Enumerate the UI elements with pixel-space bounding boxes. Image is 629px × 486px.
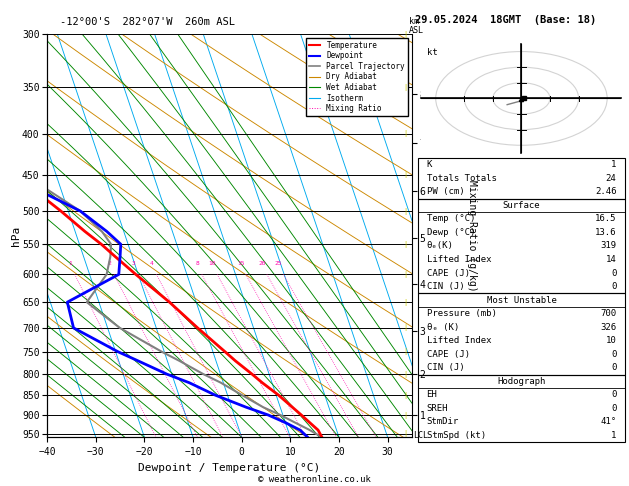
- Text: |: |: [404, 299, 408, 306]
- X-axis label: Dewpoint / Temperature (°C): Dewpoint / Temperature (°C): [138, 463, 321, 473]
- Text: |: |: [404, 371, 408, 378]
- Text: |: |: [404, 271, 408, 278]
- Text: 1: 1: [69, 260, 72, 266]
- Text: θₑ (K): θₑ (K): [426, 323, 459, 331]
- Text: θₑ(K): θₑ(K): [426, 242, 454, 250]
- Text: |: |: [404, 31, 408, 37]
- Text: 0: 0: [611, 282, 616, 291]
- Text: |: |: [404, 348, 408, 355]
- Text: 2.46: 2.46: [595, 187, 616, 196]
- Legend: Temperature, Dewpoint, Parcel Trajectory, Dry Adiabat, Wet Adiabat, Isotherm, Mi: Temperature, Dewpoint, Parcel Trajectory…: [306, 38, 408, 116]
- Text: 10: 10: [606, 336, 616, 345]
- Text: 2: 2: [108, 260, 111, 266]
- Text: 0: 0: [611, 364, 616, 372]
- Text: CAPE (J): CAPE (J): [426, 350, 469, 359]
- Text: LCL: LCL: [413, 431, 428, 440]
- Text: -12°00'S  282°07'W  260m ASL: -12°00'S 282°07'W 260m ASL: [60, 17, 235, 27]
- Text: Temp (°C): Temp (°C): [426, 214, 475, 224]
- Text: 14: 14: [606, 255, 616, 264]
- Text: Pressure (mb): Pressure (mb): [426, 309, 496, 318]
- Text: 700: 700: [600, 309, 616, 318]
- Text: PW (cm): PW (cm): [426, 187, 464, 196]
- Text: |: |: [404, 171, 408, 178]
- Text: 4: 4: [150, 260, 153, 266]
- Text: |: |: [404, 412, 408, 418]
- Text: 326: 326: [600, 323, 616, 331]
- Text: 10: 10: [209, 260, 216, 266]
- Text: CIN (J): CIN (J): [426, 364, 464, 372]
- Text: © weatheronline.co.uk: © weatheronline.co.uk: [258, 474, 371, 484]
- Text: 0: 0: [611, 350, 616, 359]
- Text: 13.6: 13.6: [595, 228, 616, 237]
- Text: Dewp (°C): Dewp (°C): [426, 228, 475, 237]
- Text: Hodograph: Hodograph: [498, 377, 545, 386]
- Text: Lifted Index: Lifted Index: [426, 336, 491, 345]
- Text: |: |: [404, 208, 408, 215]
- Y-axis label: hPa: hPa: [11, 226, 21, 246]
- Text: CIN (J): CIN (J): [426, 282, 464, 291]
- Text: |: |: [404, 324, 408, 331]
- Text: 24: 24: [606, 174, 616, 183]
- Text: 41°: 41°: [600, 417, 616, 426]
- Text: 0: 0: [611, 269, 616, 278]
- Text: Surface: Surface: [503, 201, 540, 210]
- Text: EH: EH: [426, 390, 437, 399]
- Text: |: |: [404, 241, 408, 248]
- Text: |: |: [404, 130, 408, 137]
- Text: |: |: [404, 430, 408, 437]
- Text: StmDir: StmDir: [426, 417, 459, 426]
- Text: kt: kt: [427, 49, 438, 57]
- Text: 1: 1: [611, 431, 616, 440]
- Text: 0: 0: [611, 390, 616, 399]
- Text: Totals Totals: Totals Totals: [426, 174, 496, 183]
- Text: Lifted Index: Lifted Index: [426, 255, 491, 264]
- Text: 25: 25: [275, 260, 282, 266]
- Text: 16.5: 16.5: [595, 214, 616, 224]
- Text: CAPE (J): CAPE (J): [426, 269, 469, 278]
- Text: |: |: [404, 84, 408, 91]
- Text: 0: 0: [611, 404, 616, 413]
- Text: Most Unstable: Most Unstable: [486, 295, 557, 305]
- Text: 29.05.2024  18GMT  (Base: 18): 29.05.2024 18GMT (Base: 18): [415, 15, 596, 25]
- Text: 3: 3: [132, 260, 136, 266]
- Text: 1: 1: [611, 160, 616, 169]
- Text: 8: 8: [195, 260, 199, 266]
- Text: StmSpd (kt): StmSpd (kt): [426, 431, 486, 440]
- Text: 15: 15: [237, 260, 245, 266]
- Y-axis label: Mixing Ratio (g/kg): Mixing Ratio (g/kg): [467, 180, 477, 292]
- Text: 20: 20: [259, 260, 265, 266]
- Text: |: |: [404, 392, 408, 399]
- Text: 319: 319: [600, 242, 616, 250]
- Text: K: K: [426, 160, 432, 169]
- Text: km
ASL: km ASL: [409, 17, 424, 35]
- Text: SREH: SREH: [426, 404, 448, 413]
